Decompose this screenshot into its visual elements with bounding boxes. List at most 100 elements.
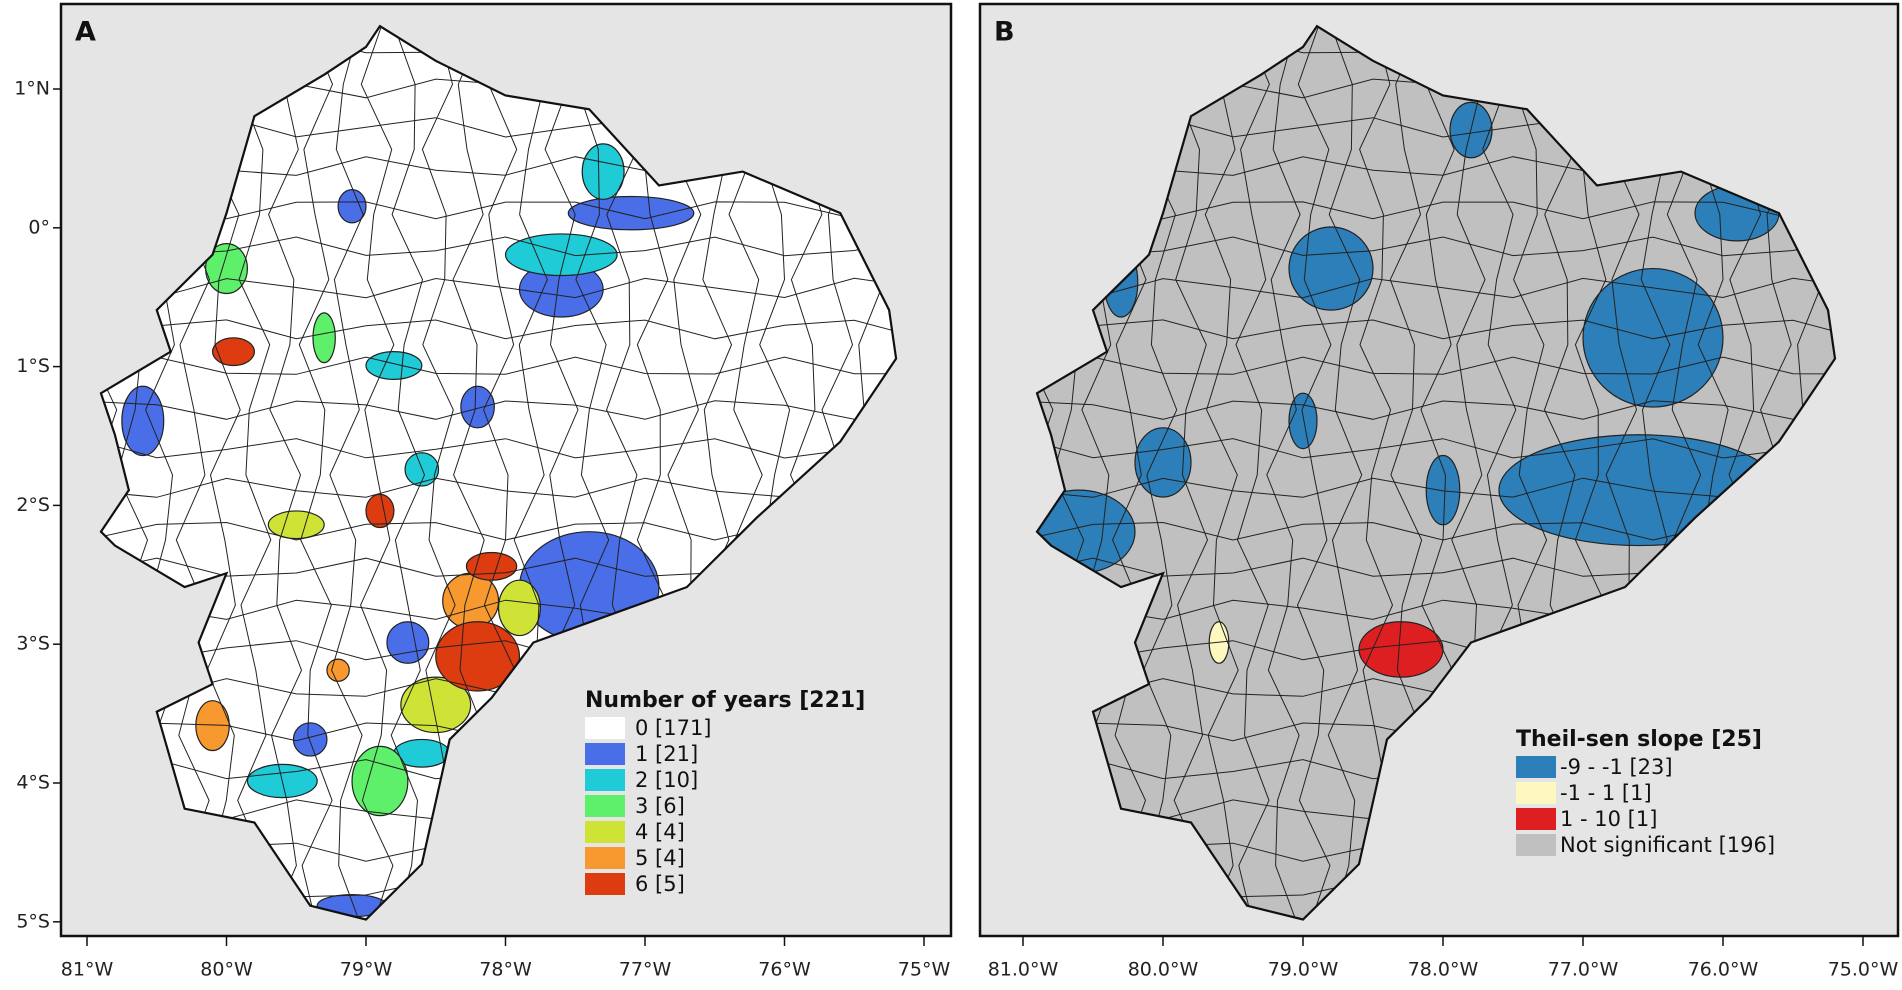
legend-swatch <box>1516 834 1556 856</box>
x-tick-label: 78°W <box>479 959 532 981</box>
country-fill <box>100 26 897 920</box>
legend-title: Number of years [221] <box>585 688 865 713</box>
legend-title: Theil-sen slope [25] <box>1516 727 1762 752</box>
boundary <box>1296 26 1332 920</box>
legend-swatch <box>585 795 625 817</box>
boundary <box>1173 26 1209 920</box>
boundary <box>100 201 897 220</box>
region <box>1358 621 1444 678</box>
region <box>365 493 395 529</box>
boundary <box>237 26 272 920</box>
legend-label: 0 [171] <box>635 716 712 740</box>
x-tick-label: 80.0°W <box>1128 959 1199 981</box>
legend-label: 3 [6] <box>635 794 685 818</box>
boundary <box>1037 201 1835 220</box>
y-tick-label: 3°S <box>16 633 50 655</box>
legend: Number of years [221] 0 [171]1 [21]2 [10]… <box>585 688 865 896</box>
x-tick-label: 80°W <box>200 959 253 981</box>
region <box>400 676 472 734</box>
region <box>386 621 430 664</box>
boundary <box>1037 319 1835 340</box>
panel-label: B <box>994 17 1015 48</box>
region <box>435 621 521 692</box>
legend-label: 1 [21] <box>635 742 698 766</box>
legend-swatch <box>585 743 625 765</box>
boundary <box>1204 26 1239 920</box>
y-tick-label: 2°S <box>16 494 50 516</box>
x-tick-label: 76°W <box>758 959 811 981</box>
legend-label: 4 [4] <box>635 820 685 844</box>
x-tick-label: 77°W <box>619 959 672 981</box>
region <box>442 572 500 630</box>
legend-label: 1 - 10 [1] <box>1560 807 1657 831</box>
boundary <box>360 26 395 920</box>
region <box>460 385 495 429</box>
legend-label: 6 [5] <box>635 872 685 896</box>
x-tick-label: 79°W <box>340 959 393 981</box>
boundary <box>100 438 897 459</box>
legend-swatch <box>585 769 625 791</box>
boundary <box>329 26 364 920</box>
legend-label: -9 - -1 [23] <box>1560 755 1673 779</box>
boundary <box>1327 26 1363 920</box>
y-tick-label: 1°N <box>14 78 50 100</box>
regions <box>100 26 897 920</box>
y-tick-label: 0° <box>28 216 50 238</box>
legend-label: -1 - 1 [1] <box>1560 781 1652 805</box>
boundary <box>100 277 897 299</box>
region <box>292 722 328 757</box>
region <box>326 658 350 682</box>
boundary <box>1037 400 1835 420</box>
region <box>267 510 325 540</box>
boundary <box>1037 356 1835 375</box>
map-panel: A 81°W 80°W 79°W 78°W 77°W 76°W 75°W 1°N 0° 1°S 2°S… <box>14 2 953 981</box>
legend-swatch <box>585 717 625 739</box>
region <box>121 385 165 457</box>
x-tick-label: 75°W <box>898 959 951 981</box>
legend-swatch <box>585 821 625 843</box>
boundary <box>1266 26 1301 920</box>
panel-label: A <box>75 17 96 48</box>
boundary <box>267 26 303 920</box>
boundary <box>100 356 897 375</box>
legend-swatch <box>1516 756 1556 778</box>
boundary <box>100 236 897 257</box>
legend-swatch <box>585 847 625 869</box>
country-outline <box>1035 24 1837 921</box>
legend-label: 2 [10] <box>635 768 698 792</box>
boundary <box>100 400 897 420</box>
x-tick-label: 75.0°W <box>1828 959 1899 981</box>
legend-label: Not significant [196] <box>1560 833 1775 857</box>
legend-label: 5 [4] <box>635 846 685 870</box>
boundary <box>298 26 334 920</box>
x-tick-label: 79.0°W <box>1268 959 1339 981</box>
region <box>337 189 367 224</box>
legend: Theil-sen slope [25] -9 - -1 [23]-1 - 1 [… <box>1516 727 1775 857</box>
boundary <box>1037 438 1835 459</box>
region <box>211 337 256 367</box>
boundary <box>100 319 897 340</box>
y-tick-label: 1°S <box>16 355 50 377</box>
x-tick-label: 81°W <box>61 959 114 981</box>
y-tick-label: 5°S <box>16 910 50 932</box>
legend-swatch <box>1516 782 1556 804</box>
boundary <box>390 26 426 920</box>
region <box>1134 427 1192 498</box>
region <box>1582 267 1724 408</box>
boundary <box>1037 277 1835 299</box>
y-tick-label: 4°S <box>16 772 50 794</box>
boundary <box>1235 26 1270 920</box>
region <box>312 312 336 364</box>
region <box>497 579 541 637</box>
legend-swatch <box>585 873 625 895</box>
legend-swatch <box>1516 808 1556 830</box>
region <box>365 351 423 380</box>
region <box>567 195 695 231</box>
boundary <box>1037 236 1835 257</box>
region <box>351 745 409 817</box>
country-outline <box>99 24 898 921</box>
x-tick-label: 78.0°W <box>1408 959 1479 981</box>
x-tick-label: 81.0°W <box>988 959 1059 981</box>
x-tick-label: 76.0°W <box>1688 959 1759 981</box>
